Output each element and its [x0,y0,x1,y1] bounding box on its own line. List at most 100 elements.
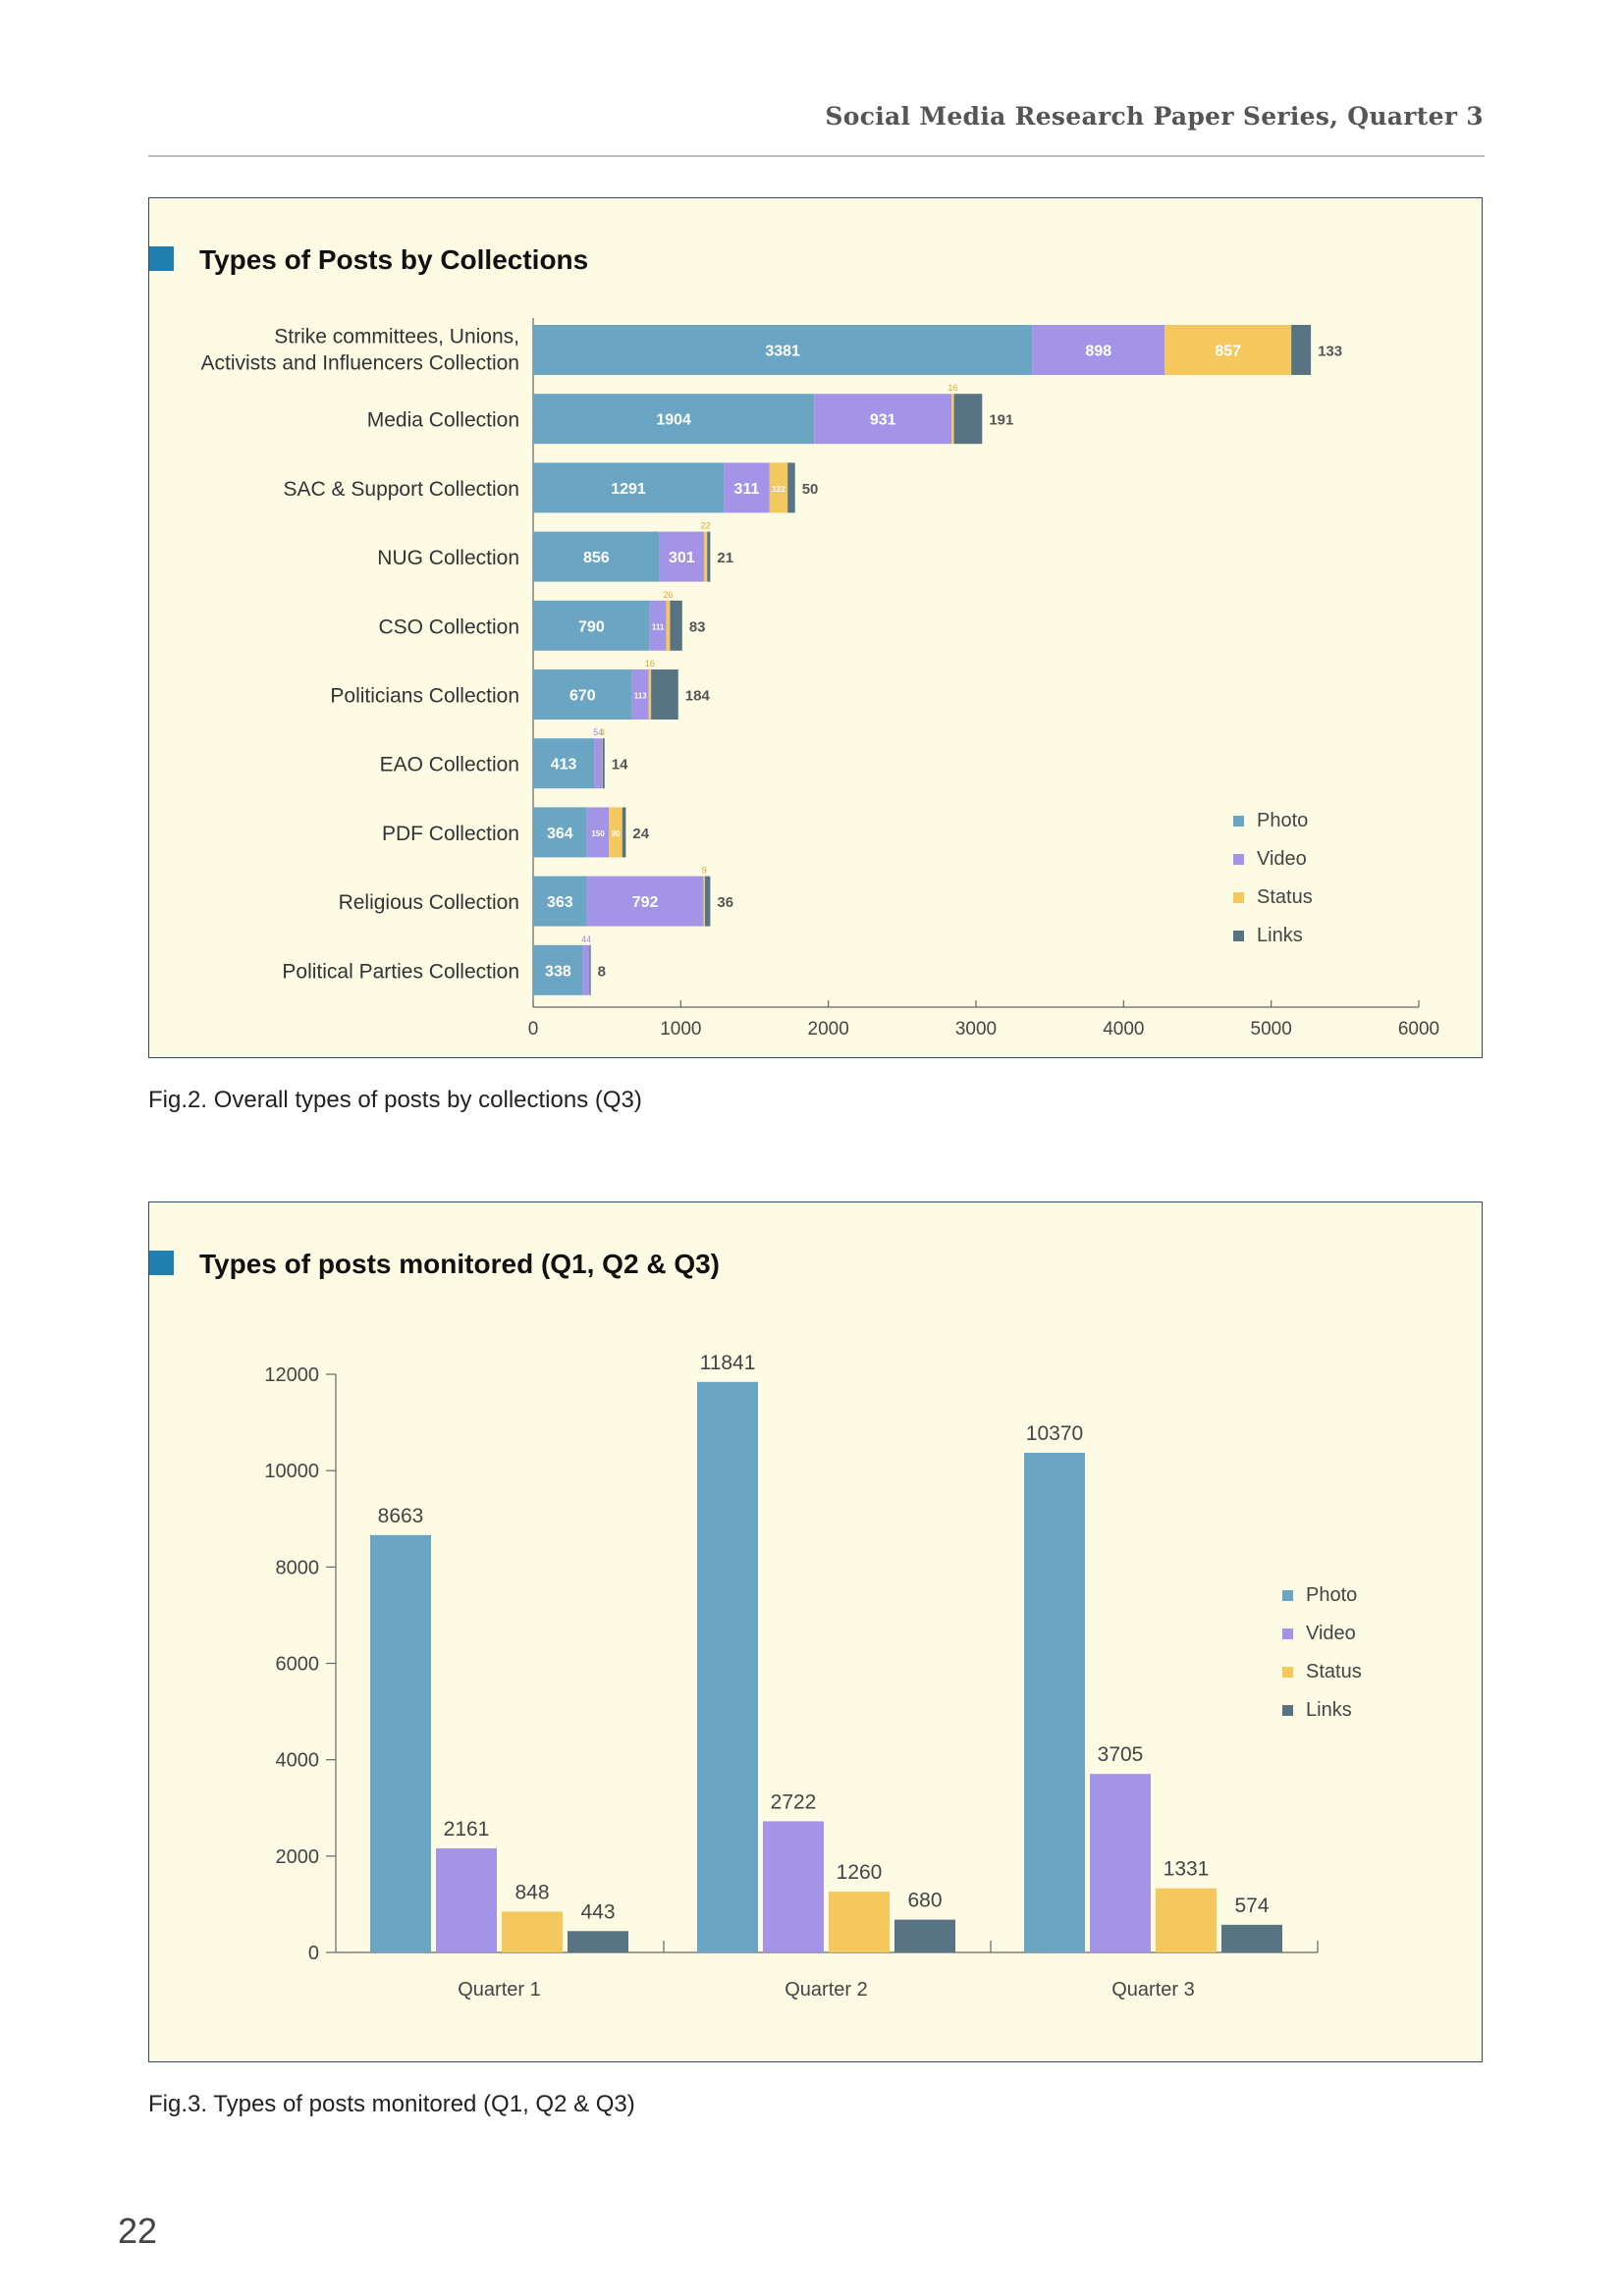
legend-label: Video [1306,1623,1356,1644]
x-tick-label: Quarter 2 [785,1979,867,2001]
bar-segment-links [707,531,711,582]
bar-segment-status [951,394,954,445]
bar-segment-status [1164,325,1292,375]
data-label: 3381 [765,344,800,360]
page-number: 22 [118,2211,158,2251]
data-label: 83 [689,618,706,635]
bar-segment-video [594,738,603,789]
data-label: 363 [547,894,573,911]
bar-segment-status [609,807,623,858]
bar-photo [1024,1453,1085,1952]
bar-segment-photo [533,807,587,858]
bar-video [763,1821,824,1952]
bar-segment-links [787,462,795,513]
bar-segment-video [724,462,770,513]
legend-swatch-status [1282,1667,1293,1678]
data-label: 364 [547,826,573,842]
bar-segment-links [953,394,983,445]
bar-status [502,1911,563,1952]
data-label: 3705 [1098,1743,1144,1766]
data-label: 54 [593,727,603,737]
data-label: 338 [545,963,571,980]
category-label: PDF Collection [382,823,519,845]
data-label: 931 [870,412,896,429]
bar-photo [370,1534,431,1952]
legend-swatch-video [1233,854,1244,865]
legend-label: Status [1306,1661,1362,1682]
x-tick-label: 6000 [1398,1019,1439,1040]
data-label: 680 [907,1890,942,1912]
bar-segment-photo [533,944,583,995]
data-label: 574 [1234,1895,1269,1917]
figure-2-panel: Types of Posts by Collections 0 1000 2000 30… [148,197,1483,1058]
figure-3-panel: Types of posts monitored (Q1, Q2 & Q3) 0 2… [148,1201,1483,2062]
data-label: 133 [1318,344,1342,360]
bar-segment-photo [533,876,587,927]
category-label: Political Parties Collection [282,960,519,983]
category-label: NUG Collection [377,547,519,569]
data-label: 1260 [837,1861,883,1884]
legend-swatch-video [1282,1629,1293,1639]
data-label: 2161 [444,1818,490,1841]
data-label: 848 [514,1881,549,1903]
bar-segment-photo [533,531,660,582]
x-tick-label: Quarter 1 [458,1979,540,2001]
category-label: Media Collection [367,409,519,432]
bar-segment-links [651,669,678,720]
bar-video [436,1847,497,1952]
bar-segment-photo [533,394,815,445]
bar-status [829,1892,890,1952]
legend-label: Video [1257,848,1307,870]
y-tick-label: 0 [308,1943,319,1964]
data-label: 301 [669,550,695,566]
data-label: 1291 [611,481,646,498]
data-label: 184 [685,688,711,705]
bar-segment-links [1291,325,1312,375]
bar-segment-photo [533,738,595,789]
y-tick-label: 8000 [276,1557,320,1578]
bar-segment-status [703,531,708,582]
data-label: 26 [663,590,673,600]
bar-segment-links [704,876,711,927]
figure-3-caption: Fig.3. Types of posts monitored (Q1, Q2 … [148,2091,635,2117]
bar-video [1090,1774,1151,1952]
data-label: 191 [989,412,1013,429]
data-label: 21 [717,550,733,566]
bar-segment-video [586,807,610,858]
data-label: 36 [717,894,733,911]
bar-segment-status [703,876,705,927]
category-label: EAO Collection [380,754,519,776]
bar-segment-links [589,944,591,995]
data-label: 670 [569,688,596,705]
category-label: Politicians Collection [330,685,519,708]
y-tick-label: 2000 [276,1846,320,1868]
data-label: 111 [652,622,665,631]
category-label: SAC & Support Collection [284,478,519,501]
figure-2-caption: Fig.2. Overall types of posts by collect… [148,1087,642,1113]
legend-label: Photo [1257,810,1308,831]
data-label: 44 [581,934,591,944]
chart-title: Types of posts monitored (Q1, Q2 & Q3) [199,1249,720,1279]
bar-segment-status [666,600,671,651]
bar-segment-video [649,600,667,651]
bar-segment-photo [533,462,725,513]
data-label: 8 [598,963,606,980]
data-label: 792 [632,894,659,911]
data-label: 856 [583,550,610,566]
x-tick-label: 0 [528,1019,539,1040]
bar-status [1156,1888,1217,1952]
grouped-bar-chart: Types of posts monitored (Q1, Q2 & Q3) 0 2… [149,1249,1362,2001]
data-label: 8663 [378,1505,424,1527]
bar-links [568,1931,628,1952]
legend-label: Links [1306,1699,1352,1721]
bar-segment-status [648,669,652,720]
data-label: 50 [802,481,819,498]
legend-swatch-photo [1233,816,1244,827]
legend-label: Photo [1306,1584,1357,1606]
y-tick-label: 10000 [264,1461,319,1482]
bar-segment-video [659,531,704,582]
data-label: 90 [612,829,621,838]
y-tick-label: 12000 [264,1364,319,1386]
bar-segment-video [586,876,704,927]
legend-label: Links [1257,925,1303,946]
